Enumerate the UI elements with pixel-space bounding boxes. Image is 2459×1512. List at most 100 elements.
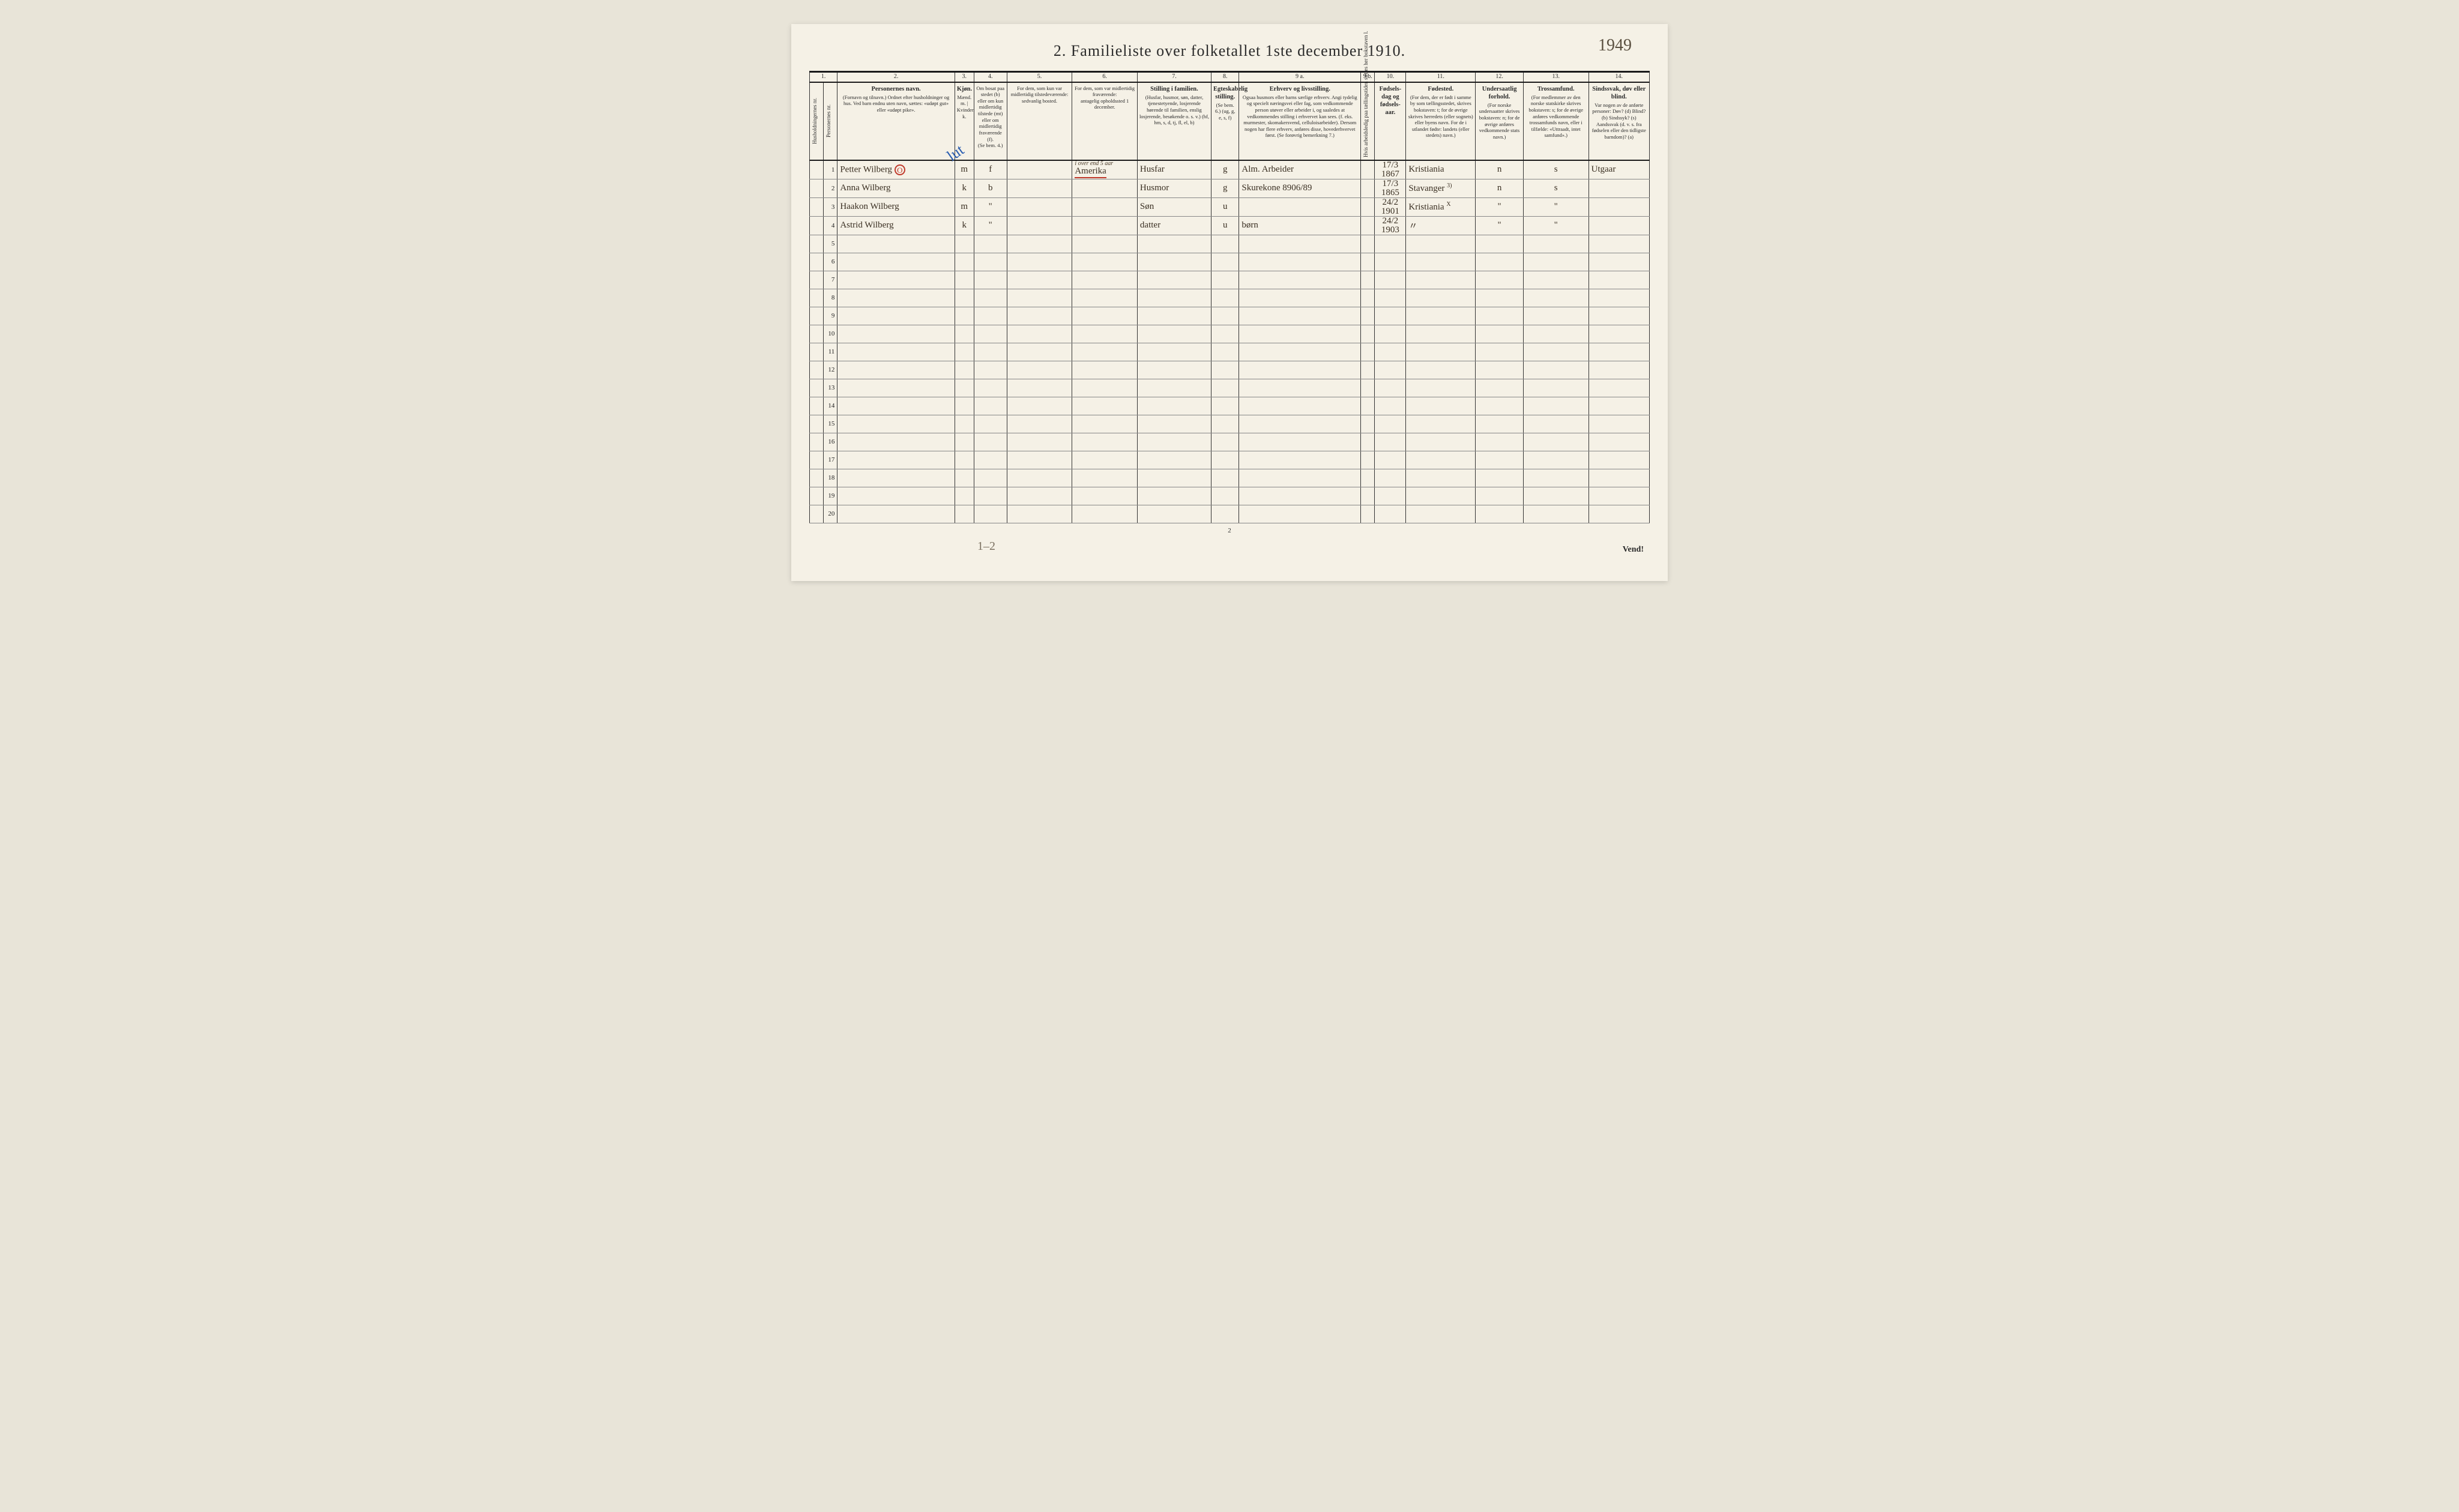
table-row: 12 xyxy=(810,361,1650,379)
cell-hh xyxy=(810,289,824,307)
col-occ: Erhverv og livsstilling. Ogsaa husmors e… xyxy=(1239,82,1361,160)
cell-empty xyxy=(1072,271,1138,289)
cell-empty xyxy=(1523,361,1589,379)
cell-res: f xyxy=(974,160,1007,179)
cell-empty xyxy=(1007,325,1072,343)
cell-empty xyxy=(1375,235,1406,253)
cell-dep xyxy=(1361,160,1375,179)
cell-empty xyxy=(974,343,1007,361)
table-row: 7 xyxy=(810,271,1650,289)
cell-empty xyxy=(1375,433,1406,451)
cell-pn: 1 xyxy=(824,160,837,179)
table-row: 18 xyxy=(810,469,1650,487)
cell-pn: 15 xyxy=(824,415,837,433)
cell-inf xyxy=(1589,179,1650,197)
cell-empty xyxy=(1361,397,1375,415)
cell-empty xyxy=(1072,397,1138,415)
cell-empty xyxy=(837,451,955,469)
cell-dep xyxy=(1361,197,1375,216)
cell-empty xyxy=(1072,253,1138,271)
cell-occ: Skurekone 8906/89 xyxy=(1239,179,1361,197)
table-row: 9 xyxy=(810,307,1650,325)
cell-empty xyxy=(974,451,1007,469)
col-tempA: For dem, som var midlertidig fraværende:… xyxy=(1072,82,1138,160)
cell-empty xyxy=(1239,415,1361,433)
table-row: 15 xyxy=(810,415,1650,433)
cell-dob: 17/31865 xyxy=(1375,179,1406,197)
cell-empty xyxy=(1239,343,1361,361)
cell-empty xyxy=(955,307,974,325)
cell-empty xyxy=(837,505,955,523)
cell-empty xyxy=(837,343,955,361)
cell-empty xyxy=(1361,415,1375,433)
cell-empty xyxy=(837,433,955,451)
cell-empty xyxy=(1137,307,1211,325)
cell-empty xyxy=(955,289,974,307)
cell-empty xyxy=(837,325,955,343)
cell-empty xyxy=(1239,379,1361,397)
cell-empty xyxy=(1589,343,1650,361)
cell-empty xyxy=(1523,271,1589,289)
cell-empty xyxy=(1239,289,1361,307)
cell-empty xyxy=(1476,379,1524,397)
cell-empty xyxy=(1361,307,1375,325)
cell-empty xyxy=(1239,325,1361,343)
cell-sex: k xyxy=(955,216,974,235)
cell-dob: 17/31867 xyxy=(1375,160,1406,179)
cell-empty xyxy=(974,325,1007,343)
cell-empty xyxy=(955,379,974,397)
cell-empty xyxy=(1072,289,1138,307)
table-row: 11 xyxy=(810,343,1650,361)
cell-pn: 18 xyxy=(824,469,837,487)
cell-empty xyxy=(1375,271,1406,289)
cell-empty xyxy=(1007,289,1072,307)
cell-inf xyxy=(1589,197,1650,216)
cell-empty xyxy=(1406,343,1476,361)
cell-tempA xyxy=(1072,179,1138,197)
cell-empty xyxy=(1375,361,1406,379)
cell-inf xyxy=(1589,216,1650,235)
cell-empty xyxy=(1476,469,1524,487)
cell-empty xyxy=(1375,451,1406,469)
cell-empty xyxy=(837,379,955,397)
cell-empty xyxy=(1406,271,1476,289)
cell-empty xyxy=(1523,505,1589,523)
cell-empty xyxy=(974,397,1007,415)
cell-empty xyxy=(1589,253,1650,271)
cell-hh xyxy=(810,415,824,433)
cell-empty xyxy=(955,451,974,469)
cell-empty xyxy=(1361,361,1375,379)
cell-empty xyxy=(1137,235,1211,253)
cell-empty xyxy=(1523,343,1589,361)
pencil-note: 1–2 xyxy=(977,540,995,553)
cell-empty xyxy=(1476,235,1524,253)
cell-empty xyxy=(1375,325,1406,343)
cell-empty xyxy=(1523,397,1589,415)
cell-empty xyxy=(1361,271,1375,289)
cell-bpl: 〃 xyxy=(1406,216,1476,235)
cell-empty xyxy=(1211,271,1239,289)
cell-empty xyxy=(1239,361,1361,379)
cell-pn: 11 xyxy=(824,343,837,361)
cell-empty xyxy=(1523,235,1589,253)
cell-empty xyxy=(1523,415,1589,433)
cell-empty xyxy=(1072,433,1138,451)
table-row: 5 xyxy=(810,235,1650,253)
colnum: 1. xyxy=(810,72,837,82)
cell-mar: u xyxy=(1211,197,1239,216)
cell-empty xyxy=(1406,361,1476,379)
cell-empty xyxy=(1375,487,1406,505)
vend-label: Vend! xyxy=(1623,545,1644,555)
cell-pn: 17 xyxy=(824,451,837,469)
cell-empty xyxy=(1476,415,1524,433)
cell-empty xyxy=(974,505,1007,523)
cell-empty xyxy=(1361,451,1375,469)
colnum: 4. xyxy=(974,72,1007,82)
cell-empty xyxy=(1007,505,1072,523)
cell-empty xyxy=(1137,487,1211,505)
cell-empty xyxy=(1137,415,1211,433)
cell-empty xyxy=(1007,343,1072,361)
cell-bpl: Stavanger 3) xyxy=(1406,179,1476,197)
cell-empty xyxy=(1239,253,1361,271)
cell-empty xyxy=(1137,451,1211,469)
